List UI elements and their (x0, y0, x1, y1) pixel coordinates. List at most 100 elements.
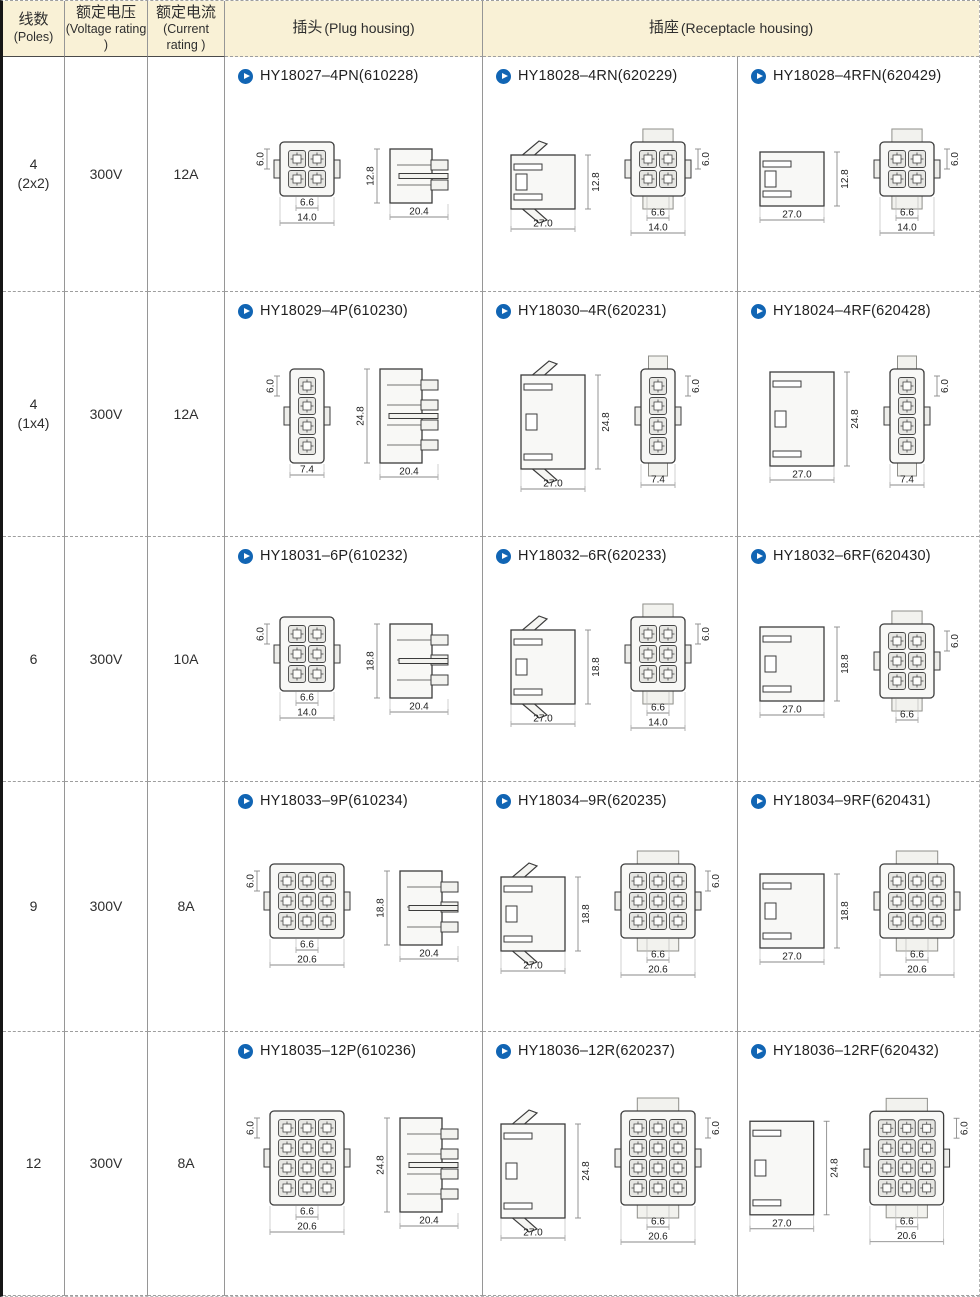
plug-cell: HY18027–4PN(610228) 6.0 6.6 14.0 12.8 20.4 (225, 57, 483, 292)
part-number-line: HY18027–4PN(610228) (225, 57, 482, 84)
part-number: HY18030–4R(620231) (518, 303, 667, 319)
svg-text:6.0: 6.0 (940, 379, 951, 393)
header-plug: 插头 (Plug housing) (225, 1, 483, 57)
part-number: HY18035–12P(610236) (260, 1043, 417, 1059)
technical-drawing: 27.0 12.8 6.0 6.6 14.0 (483, 84, 737, 291)
technical-drawing: 6.0 6.6 14.0 12.8 20.4 (225, 84, 482, 291)
plug-cell: HY18031–6P(610232) 6.0 6.6 14.0 18.8 20.4 (225, 537, 483, 782)
play-icon (496, 68, 511, 84)
svg-text:27.0: 27.0 (782, 704, 802, 715)
part-number-line: HY18031–6P(610232) (225, 537, 482, 564)
svg-text:6.0: 6.0 (245, 874, 256, 888)
receptacle-cell-1: HY18028–4RN(620229) 27.0 12.8 6.0 6.6 14.0 (483, 57, 738, 292)
current-value: 12A (173, 165, 199, 182)
svg-text:6.6: 6.6 (900, 207, 914, 218)
svg-text:20.4: 20.4 (409, 206, 429, 217)
technical-drawing: 27.0 18.8 6.0 6.6 14.0 (483, 564, 737, 781)
part-number: HY18028–4RN(620229) (518, 68, 678, 84)
svg-text:6.6: 6.6 (300, 197, 314, 208)
current-cell: 12A (148, 57, 225, 292)
svg-text:6.6: 6.6 (300, 1207, 314, 1218)
current-value: 8A (177, 1155, 195, 1172)
current-value: 12A (173, 405, 199, 422)
svg-text:6.6: 6.6 (910, 950, 924, 961)
technical-drawing: 6.0 7.4 24.8 20.4 (225, 319, 482, 536)
header-poles-zh: 线数 (18, 11, 49, 29)
svg-text:18.8: 18.8 (840, 653, 851, 673)
svg-text:24.8: 24.8 (601, 411, 612, 431)
poles-cell: 6 (3, 537, 65, 782)
svg-text:24.8: 24.8 (355, 405, 366, 425)
plug-cell: HY18035–12P(610236) 6.0 6.6 20.6 24.8 20.4 (225, 1032, 483, 1296)
svg-text:12.8: 12.8 (365, 165, 376, 185)
part-number-line: HY18028–4RN(620229) (483, 57, 737, 84)
part-number: HY18034–9RF(620431) (773, 793, 931, 809)
header-voltage-en: (Voltage rating ) (65, 22, 147, 52)
svg-text:6.0: 6.0 (950, 151, 961, 165)
part-number: HY18032–6R(620233) (518, 548, 667, 564)
part-number-line: HY18030–4R(620231) (483, 292, 737, 319)
svg-text:18.8: 18.8 (840, 901, 851, 921)
svg-text:7.4: 7.4 (651, 475, 665, 486)
part-number: HY18024–4RF(620428) (773, 303, 931, 319)
header-poles-en: (Poles) (13, 30, 54, 45)
voltage-value: 300V (89, 405, 123, 422)
svg-text:24.8: 24.8 (581, 1161, 592, 1181)
svg-text:6.0: 6.0 (691, 379, 702, 393)
play-icon (751, 793, 766, 809)
current-value: 8A (177, 898, 195, 915)
svg-text:27.0: 27.0 (782, 209, 802, 220)
svg-text:6.0: 6.0 (255, 151, 266, 165)
poles-value: 4 (29, 156, 38, 173)
receptacle-cell-1: HY18034–9R(620235) 27.0 18.8 6.0 6.6 20.6 (483, 782, 738, 1032)
poles-cell: 9 (3, 782, 65, 1032)
svg-text:14.0: 14.0 (297, 707, 317, 718)
svg-text:6.0: 6.0 (950, 634, 961, 648)
svg-text:6.6: 6.6 (300, 692, 314, 703)
part-number-line: HY18032–6R(620233) (483, 537, 737, 564)
part-number: HY18029–4P(610230) (260, 303, 408, 319)
part-number: HY18036–12RF(620432) (773, 1043, 940, 1059)
voltage-cell: 300V (65, 1032, 148, 1296)
svg-text:27.0: 27.0 (533, 218, 553, 229)
svg-text:7.4: 7.4 (300, 465, 314, 476)
current-cell: 8A (148, 1032, 225, 1296)
poles-cell: 4 (2x2) (3, 57, 65, 292)
svg-text:6.0: 6.0 (701, 151, 712, 165)
svg-text:6.6: 6.6 (651, 207, 665, 218)
svg-text:6.0: 6.0 (959, 1121, 970, 1135)
svg-text:6.0: 6.0 (245, 1121, 256, 1135)
voltage-value: 300V (89, 898, 123, 915)
svg-text:24.8: 24.8 (375, 1155, 386, 1175)
svg-text:6.6: 6.6 (651, 1217, 665, 1228)
svg-text:18.8: 18.8 (375, 898, 386, 918)
technical-drawing: 27.0 24.8 6.0 6.6 20.6 (738, 1059, 979, 1295)
part-number: HY18033–9P(610234) (260, 793, 408, 809)
header-receptacle-zh: 插座 (648, 19, 679, 37)
svg-text:20.6: 20.6 (297, 955, 317, 966)
current-cell: 12A (148, 292, 225, 537)
header-current-zh: 额定电流 (155, 3, 216, 21)
svg-text:6.6: 6.6 (900, 710, 914, 721)
svg-text:20.6: 20.6 (897, 1231, 917, 1242)
svg-text:6.6: 6.6 (651, 702, 665, 713)
poles-value: 12 (25, 1155, 42, 1172)
svg-text:6.0: 6.0 (265, 379, 276, 393)
technical-drawing: 27.0 18.8 6.6 20.6 (738, 809, 979, 1031)
technical-drawing: 6.0 6.6 14.0 18.8 20.4 (225, 564, 482, 781)
svg-text:27.0: 27.0 (543, 478, 563, 489)
part-number: HY18032–6RF(620430) (773, 548, 931, 564)
voltage-cell: 300V (65, 292, 148, 537)
current-value: 10A (173, 650, 199, 667)
part-number-line: HY18024–4RF(620428) (738, 292, 979, 319)
svg-text:6.6: 6.6 (300, 940, 314, 951)
receptacle-cell-2: HY18034–9RF(620431) 27.0 18.8 6.6 20.6 (738, 782, 979, 1032)
play-icon (496, 303, 511, 319)
part-number-line: HY18028–4RFN(620429) (738, 57, 979, 84)
current-cell: 10A (148, 537, 225, 782)
part-number-line: HY18034–9R(620235) (483, 782, 737, 809)
receptacle-cell-1: HY18036–12R(620237) 27.0 24.8 6.0 6.6 20.6 (483, 1032, 738, 1296)
svg-text:24.8: 24.8 (850, 408, 861, 428)
svg-text:12.8: 12.8 (840, 168, 851, 188)
table-row: 12 300V 8A HY18035–12P(610236) 6.0 6.6 20.… (3, 1032, 979, 1296)
